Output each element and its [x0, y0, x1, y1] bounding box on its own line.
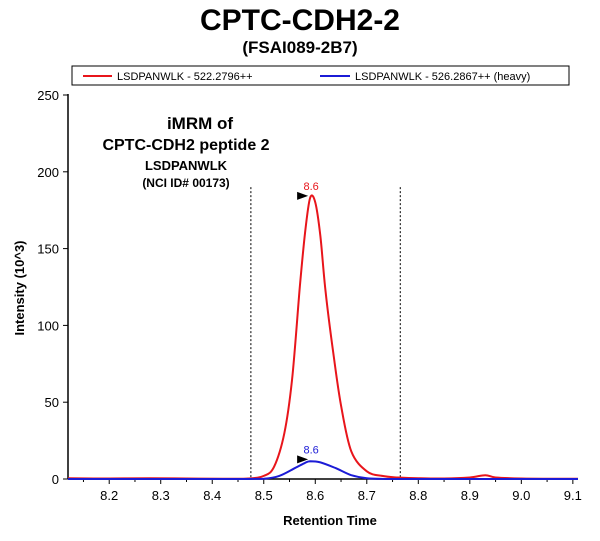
y-tick-label: 150 — [37, 242, 59, 257]
legend-label-heavy: LSDPANWLK - 526.2867++ (heavy) — [355, 71, 530, 83]
y-axis-label: Intensity (10^3) — [12, 240, 27, 335]
annotation-block: iMRM of CPTC-CDH2 peptide 2 LSDPANWLK (N… — [102, 114, 269, 190]
peak-marker-light — [297, 191, 309, 200]
x-tick-label: 8.4 — [203, 488, 221, 503]
y-tick-label: 0 — [52, 472, 59, 487]
peak-label-light: 8.6 — [303, 181, 318, 193]
series-heavy-line — [67, 460, 578, 481]
y-tick-label: 50 — [45, 395, 59, 410]
peak-marker-heavy — [297, 455, 309, 464]
x-tick-label: 8.6 — [306, 488, 324, 503]
y-tick-label: 100 — [37, 318, 59, 333]
chart-title: CPTC-CDH2-2 — [199, 4, 400, 37]
legend: LSDPANWLK - 522.2796++ LSDPANWLK - 526.2… — [71, 65, 570, 86]
y-tick-label: 200 — [37, 165, 59, 180]
plot-area: 0 50 100 150 200 250 8.2 8.3 8.4 8.5 8.6 8.7 8.8 8.9 9… — [37, 88, 582, 503]
annotation-line-3: LSDPANWLK — [145, 158, 228, 173]
annotation-line-2: CPTC-CDH2 peptide 2 — [102, 137, 269, 154]
x-tick-label: 8.9 — [461, 488, 479, 503]
x-tick-label: 9.1 — [564, 488, 582, 503]
peak-label-heavy: 8.6 — [303, 444, 318, 456]
x-tick-label: 8.5 — [255, 488, 273, 503]
legend-label-light: LSDPANWLK - 522.2796++ — [117, 71, 253, 83]
x-tick-label: 9.0 — [512, 488, 530, 503]
series-light-line — [67, 194, 578, 480]
x-axis-label: Retention Time — [283, 513, 377, 528]
x-tick-label: 8.7 — [358, 488, 376, 503]
annotation-line-1: iMRM of — [167, 114, 233, 133]
chart-subtitle: (FSAI089-2B7) — [242, 38, 358, 57]
x-tick-label: 8.2 — [100, 488, 118, 503]
y-tick-label: 250 — [37, 88, 59, 103]
x-tick-label: 8.3 — [152, 488, 170, 503]
annotation-line-4: (NCI ID# 00173) — [142, 176, 229, 190]
x-tick-label: 8.8 — [409, 488, 427, 503]
